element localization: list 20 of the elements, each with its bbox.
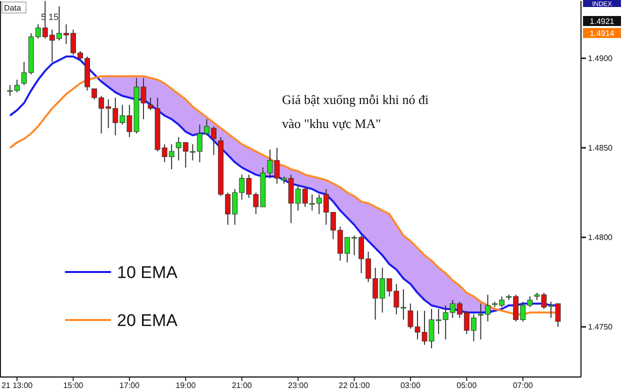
y-tick-label: 1.4750 — [588, 322, 614, 332]
text: 1.4914 — [590, 29, 615, 38]
text: 1.4921 — [590, 17, 615, 26]
annotation: Data — [4, 4, 22, 12]
annotation: Giá bật xuống mỗi khi nó đi vào "khu vực MA" — [282, 92, 429, 131]
x-tick-label: 07:00 — [512, 381, 534, 390]
x-tick-label: 21 13:00 — [1, 381, 34, 390]
y-tick-label: 1.4850 — [588, 144, 614, 153]
x-tick-label: 21:00 — [232, 381, 252, 390]
x-tick-label: 22 01:00 — [338, 381, 370, 390]
y-tick-label: 1.4800 — [588, 233, 614, 242]
y-tick-label: 1.4900 — [588, 54, 614, 64]
x-tick-label: 17:00 — [119, 381, 140, 390]
x-tick-label: 23:00 — [288, 381, 309, 390]
x-tick-label: 19:00 — [176, 381, 196, 390]
x-tick-label: 05:00 — [456, 381, 478, 390]
x-tick-label: 03:00 — [400, 381, 422, 390]
legend-label: 10 EMA — [117, 262, 178, 282]
x-tick-label: 15:00 — [63, 381, 84, 390]
legend-label: 20 EMA — [117, 310, 178, 330]
